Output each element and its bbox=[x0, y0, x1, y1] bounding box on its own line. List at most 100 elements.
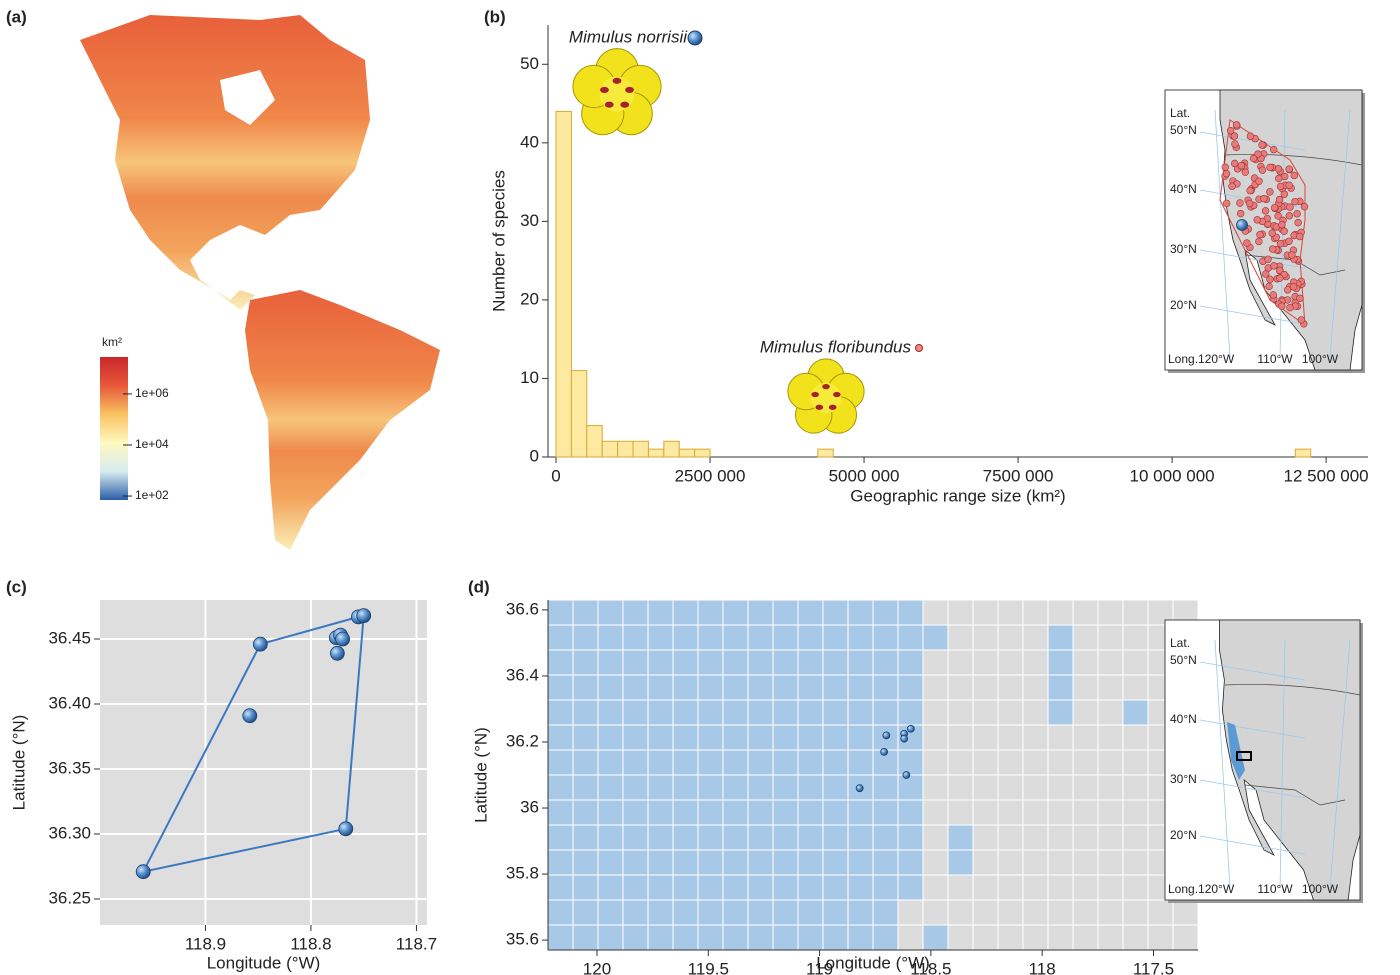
inset-point bbox=[1275, 174, 1283, 183]
cell bbox=[847, 599, 874, 626]
inset-lat-tick: 50°N bbox=[1170, 653, 1197, 667]
cell bbox=[647, 874, 674, 901]
colorbar bbox=[100, 357, 128, 500]
cell bbox=[1072, 799, 1099, 826]
cell bbox=[697, 924, 724, 951]
point bbox=[329, 645, 345, 661]
cell bbox=[797, 649, 824, 676]
cell bbox=[822, 799, 849, 826]
cell bbox=[597, 724, 624, 751]
cell bbox=[572, 649, 599, 676]
inset-point bbox=[1283, 286, 1292, 294]
inset-lat-label: Lat. bbox=[1170, 106, 1190, 120]
cell bbox=[697, 749, 724, 776]
cell bbox=[872, 849, 899, 876]
cell bbox=[647, 699, 674, 726]
cell bbox=[1097, 599, 1124, 626]
cell bbox=[947, 849, 974, 876]
cell bbox=[547, 749, 574, 776]
cell bbox=[1097, 749, 1124, 776]
cell bbox=[1047, 624, 1074, 651]
cell bbox=[747, 874, 774, 901]
cell bbox=[797, 624, 824, 651]
flower-blotch bbox=[604, 101, 614, 108]
cell bbox=[822, 849, 849, 876]
cell bbox=[722, 624, 749, 651]
cell bbox=[547, 699, 574, 726]
cell bbox=[1072, 899, 1099, 926]
inset-point bbox=[1237, 162, 1246, 170]
x-tick-label: 12 500 000 bbox=[1284, 466, 1369, 485]
cell bbox=[997, 924, 1024, 951]
cell bbox=[972, 899, 999, 926]
cell bbox=[922, 799, 949, 826]
cell bbox=[622, 799, 649, 826]
colorbar-tick-label: 1e+02 bbox=[135, 488, 169, 502]
cell bbox=[747, 924, 774, 951]
inset-point bbox=[1264, 255, 1272, 263]
cell bbox=[622, 624, 649, 651]
cell bbox=[1122, 924, 1149, 951]
cell bbox=[772, 749, 799, 776]
cell bbox=[772, 849, 799, 876]
bar bbox=[632, 440, 649, 458]
panel-label: (a) bbox=[6, 7, 27, 26]
cell bbox=[972, 624, 999, 651]
inset-point bbox=[1300, 202, 1309, 211]
cell bbox=[797, 874, 824, 901]
inset-point bbox=[1236, 209, 1245, 218]
inset-point bbox=[1268, 229, 1276, 237]
cell bbox=[747, 599, 774, 626]
cell bbox=[722, 599, 749, 626]
cell bbox=[597, 599, 624, 626]
panel-a-map bbox=[80, 15, 440, 550]
cell bbox=[772, 799, 799, 826]
x-tick-label: 118.7 bbox=[396, 934, 437, 953]
bar bbox=[586, 425, 603, 458]
cell bbox=[647, 649, 674, 676]
cell bbox=[922, 749, 949, 776]
cell bbox=[647, 799, 674, 826]
cell bbox=[772, 874, 799, 901]
cell bbox=[1097, 874, 1124, 901]
point bbox=[135, 864, 151, 880]
inset-lat-tick: 30°N bbox=[1170, 242, 1197, 256]
cell bbox=[1022, 824, 1049, 851]
cell bbox=[772, 699, 799, 726]
flower-blotch bbox=[822, 383, 830, 390]
cell bbox=[897, 674, 924, 701]
flower-blotch bbox=[811, 391, 819, 398]
cell bbox=[972, 924, 999, 951]
cell bbox=[972, 649, 999, 676]
cell bbox=[1122, 799, 1149, 826]
y-tick-label: 36.2 bbox=[506, 731, 539, 750]
cell bbox=[572, 874, 599, 901]
cell bbox=[872, 674, 899, 701]
x-tick-label: 120 bbox=[583, 959, 611, 975]
cell bbox=[1047, 774, 1074, 801]
cell bbox=[722, 874, 749, 901]
cell bbox=[847, 724, 874, 751]
point bbox=[338, 821, 354, 837]
cell bbox=[622, 599, 649, 626]
cell bbox=[747, 624, 774, 651]
cell bbox=[822, 699, 849, 726]
inset-point bbox=[1236, 199, 1244, 207]
x-tick-label: 118.9 bbox=[185, 934, 226, 953]
cell bbox=[822, 674, 849, 701]
cell bbox=[822, 724, 849, 751]
cell bbox=[622, 674, 649, 701]
cell bbox=[597, 849, 624, 876]
cell bbox=[647, 924, 674, 951]
cell bbox=[897, 599, 924, 626]
cell bbox=[672, 824, 699, 851]
cell bbox=[1022, 774, 1049, 801]
cell bbox=[822, 649, 849, 676]
cell bbox=[1047, 724, 1074, 751]
inset-point bbox=[1261, 207, 1270, 215]
cell bbox=[772, 724, 799, 751]
cell bbox=[722, 699, 749, 726]
graticule bbox=[1199, 779, 1306, 799]
cell bbox=[872, 824, 899, 851]
cell bbox=[797, 924, 824, 951]
